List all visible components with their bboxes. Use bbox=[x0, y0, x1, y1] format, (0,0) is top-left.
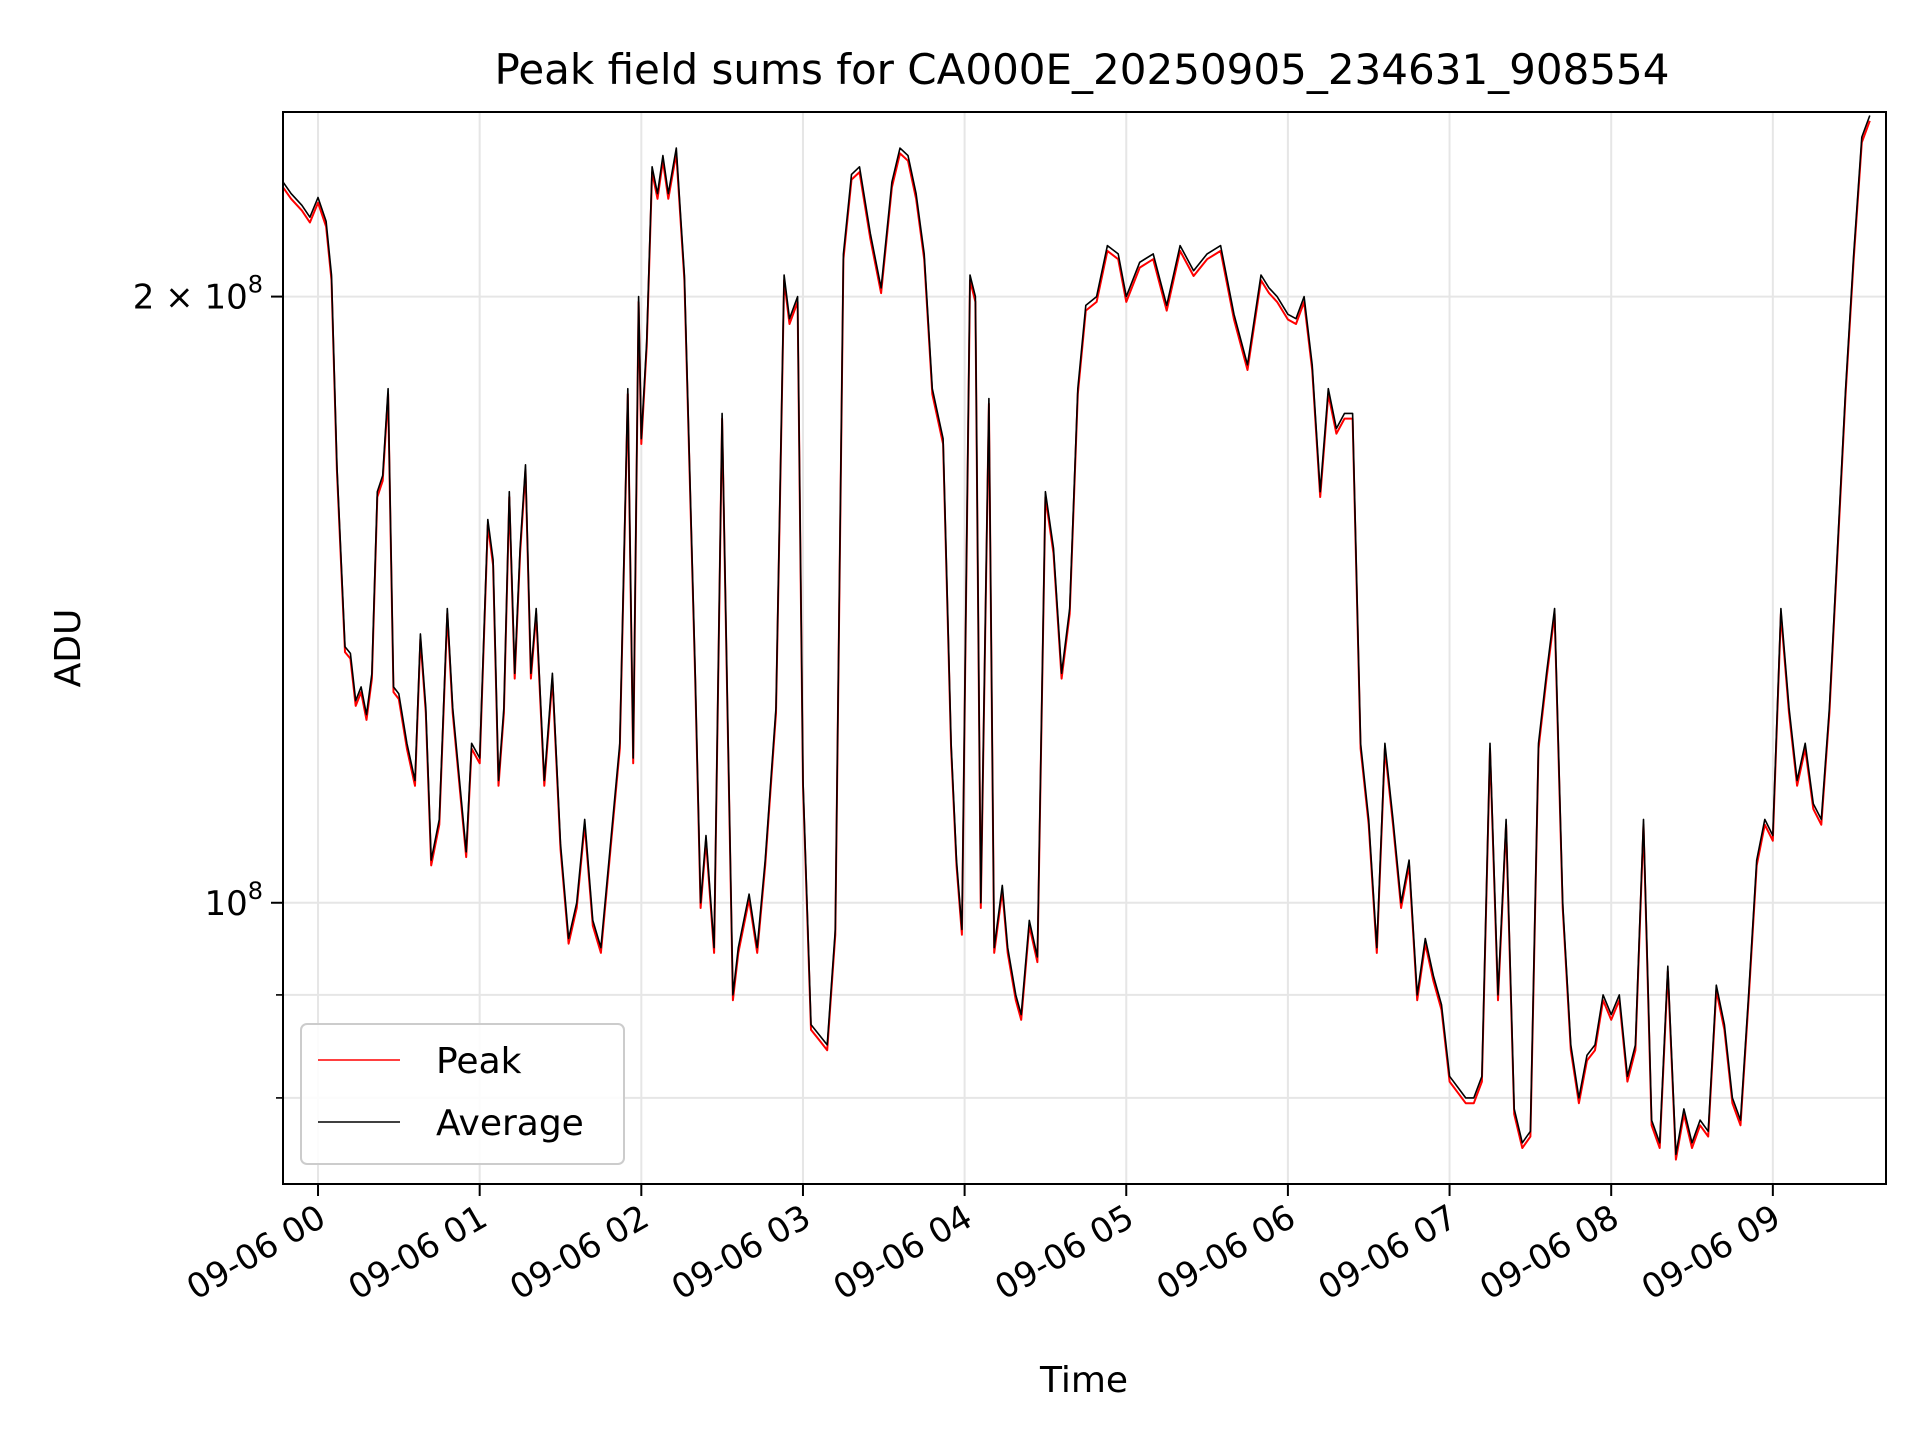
series-line-average bbox=[283, 115, 1871, 1156]
y-tick-label-0: 108 bbox=[204, 877, 263, 924]
legend: Peak Average bbox=[300, 1023, 625, 1165]
chart-title: Peak field sums for CA000E_20250905_2346… bbox=[495, 45, 1670, 94]
y-axis-label: ADU bbox=[48, 609, 89, 688]
legend-label-peak: Peak bbox=[436, 1041, 522, 1082]
legend-label-average: Average bbox=[436, 1103, 584, 1144]
legend-box bbox=[300, 1023, 625, 1165]
y-axis: 108 2 × 108 bbox=[133, 271, 283, 1099]
grid bbox=[283, 112, 1886, 1184]
x-axis-label: Time bbox=[1039, 1360, 1128, 1401]
series-layer bbox=[283, 115, 1871, 1161]
plot-frame bbox=[282, 111, 1887, 1185]
y-tick-label-1: 2 × 108 bbox=[133, 271, 263, 318]
